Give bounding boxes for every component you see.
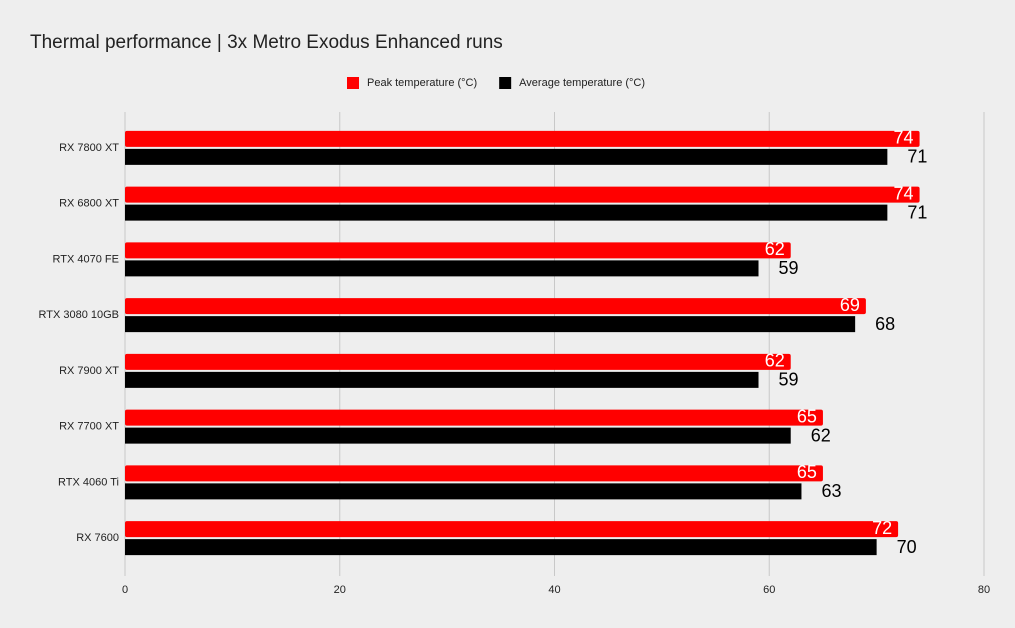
bar [125,204,888,221]
y-tick-label: RX 7600 [76,532,119,544]
value-label: 59 [779,258,799,278]
y-tick-label: RTX 4060 Ti [58,476,119,488]
value-label: 70 [897,537,917,557]
bar [125,242,791,259]
x-tick-label: 40 [548,584,560,596]
value-label: 62 [765,351,785,371]
legend-swatch [499,77,512,89]
legend-swatch [347,77,359,89]
value-label: 72 [872,518,892,538]
bar [125,483,802,500]
y-tick-label: RX 7700 XT [59,421,119,433]
bar [125,353,791,370]
bar [125,130,920,147]
value-label: 68 [875,314,895,334]
y-tick-label: RX 6800 XT [59,198,119,210]
bar [125,521,899,538]
legend-label: Peak temperature (°C) [367,77,477,89]
value-label: 71 [907,202,927,222]
bar [125,260,759,277]
bar [125,539,877,556]
value-label: 71 [907,147,927,167]
y-tick-label: RTX 3080 10GB [38,309,119,321]
y-tick-label: RX 7800 XT [59,142,119,154]
value-label: 74 [894,128,914,148]
value-label: 59 [779,370,799,390]
bar [125,427,791,444]
value-label: 69 [840,295,860,315]
x-tick-label: 0 [122,584,128,596]
x-tick-label: 20 [334,584,346,596]
x-tick-label: 60 [763,584,775,596]
value-label: 62 [811,425,831,445]
x-tick-label: 80 [978,584,990,596]
value-label: 65 [797,406,817,426]
bar [125,316,856,333]
y-tick-label: RTX 4070 FE [53,253,119,265]
value-label: 65 [797,462,817,482]
bar [125,409,823,426]
bar [125,371,759,388]
value-label: 63 [821,481,841,501]
y-tick-label: RX 7900 XT [59,365,119,377]
legend-label: Average temperature (°C) [519,77,645,89]
bar [125,298,866,315]
chart-title: Thermal performance | 3x Metro Exodus En… [30,32,503,53]
value-label: 74 [894,183,914,203]
bar [125,148,888,165]
value-label: 62 [765,239,785,259]
bar [125,465,823,482]
bar [125,186,920,203]
